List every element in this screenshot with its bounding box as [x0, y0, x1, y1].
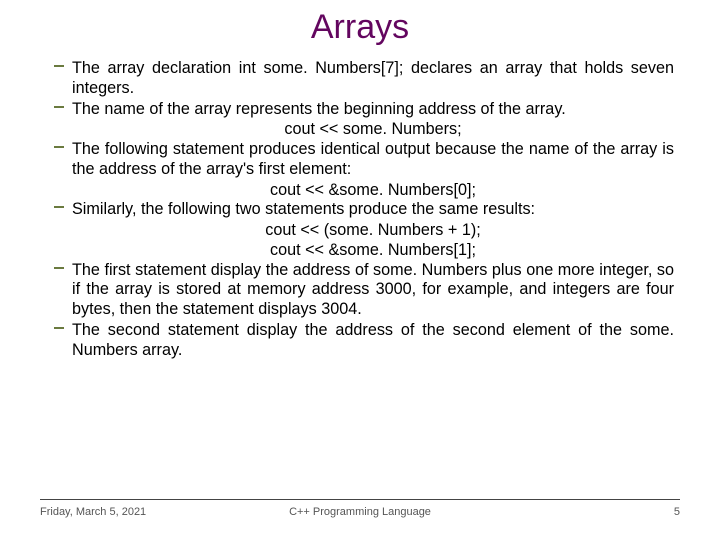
bullet-item: The name of the array represents the beg… [54, 100, 674, 120]
code-line: cout << some. Numbers; [54, 120, 674, 140]
slide-footer: Friday, March 5, 2021 C++ Programming La… [40, 499, 680, 518]
code-line: cout << &some. Numbers[1]; [54, 241, 674, 261]
slide-title: Arrays [40, 8, 680, 47]
footer-date: Friday, March 5, 2021 [40, 506, 146, 518]
code-line: cout << (some. Numbers + 1); [54, 221, 674, 241]
footer-divider [40, 499, 680, 500]
code-line: cout << &some. Numbers[0]; [54, 181, 674, 201]
bullet-item: The following statement produces identic… [54, 140, 674, 180]
footer-row: Friday, March 5, 2021 C++ Programming La… [40, 506, 680, 518]
footer-subject: C++ Programming Language [289, 506, 431, 518]
footer-page-number: 5 [674, 506, 680, 518]
bullet-item: The first statement display the address … [54, 261, 674, 320]
slide: Arrays The array declaration int some. N… [0, 0, 720, 540]
slide-content: The array declaration int some. Numbers[… [40, 59, 680, 360]
bullet-item: The second statement display the address… [54, 321, 674, 361]
bullet-list: The array declaration int some. Numbers[… [54, 59, 674, 360]
bullet-item: The array declaration int some. Numbers[… [54, 59, 674, 99]
bullet-item: Similarly, the following two statements … [54, 200, 674, 220]
